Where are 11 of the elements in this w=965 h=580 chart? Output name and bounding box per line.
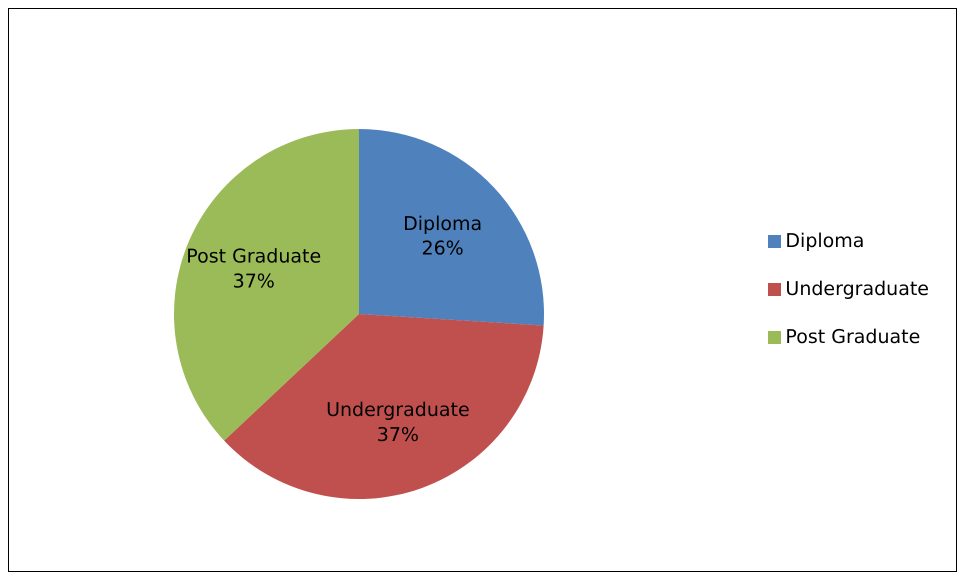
legend-label: Diploma bbox=[785, 230, 864, 252]
data-label: 26% bbox=[421, 237, 464, 260]
pie-slice bbox=[359, 129, 544, 326]
legend-label: Undergraduate bbox=[785, 278, 929, 300]
slice-label: Diploma bbox=[403, 212, 482, 235]
slice-label: Post Graduate bbox=[186, 246, 322, 268]
pie-slice bbox=[224, 314, 544, 499]
data-label: 37% bbox=[232, 270, 275, 292]
slice-label: Undergraduate bbox=[326, 399, 470, 422]
legend-label: Post Graduate bbox=[785, 326, 920, 348]
data-label: 37% bbox=[376, 424, 419, 446]
